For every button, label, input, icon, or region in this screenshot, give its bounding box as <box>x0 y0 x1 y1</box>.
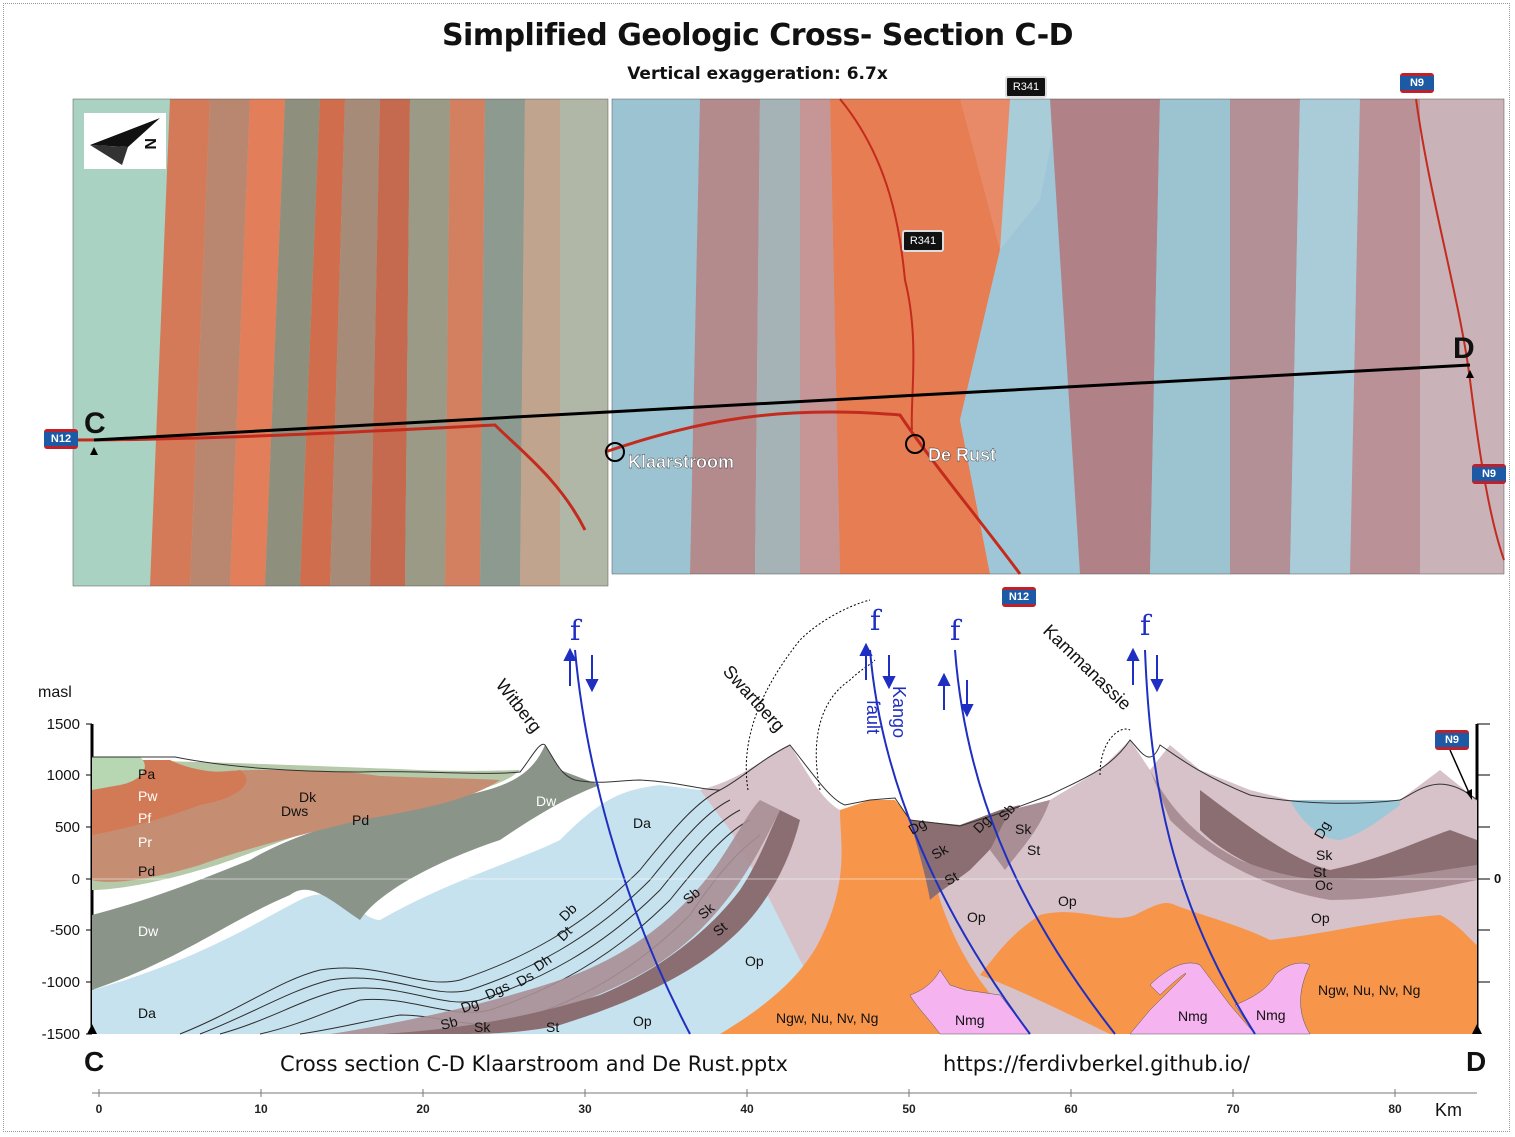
road-shield-n9-section: N9 <box>1435 730 1469 750</box>
y-tick-1500: 1500 <box>47 716 80 733</box>
unit-label: Pd <box>138 863 155 879</box>
figure-frame <box>3 3 1510 1132</box>
unit-label: Dws <box>281 803 308 819</box>
road-shield-n12-bottom: N12 <box>1002 587 1036 607</box>
scale-tick-0: 0 <box>96 1102 103 1116</box>
town-label-de-rust: De Rust <box>928 445 996 465</box>
geologic-map: C D Klaarstroom De Rust <box>72 98 1505 587</box>
unit-label: Da <box>633 815 651 831</box>
footer-filename: Cross section C-D Klaarstroom and De Rus… <box>280 1052 788 1076</box>
unit-label: Da <box>138 1005 156 1021</box>
unit-label: Op <box>745 953 764 969</box>
unit-label: Ngw, Nu, Nv, Ng <box>1318 982 1420 998</box>
section-end-c: C <box>84 1046 105 1077</box>
y-tick-minus-1000: -1000 <box>42 974 80 991</box>
unit-label: Nmg <box>955 1012 985 1028</box>
unit-label: St <box>1313 864 1326 880</box>
road-tag-r341-mid: R341 <box>902 230 944 252</box>
compass-n: N <box>141 138 158 150</box>
scale-tick-20: 20 <box>416 1102 430 1116</box>
unit-label: Pd <box>352 812 369 828</box>
figure-subtitle: Vertical exaggeration: 6.7x <box>627 64 888 84</box>
unit-label: Sk <box>1316 847 1333 863</box>
scale-tick-30: 30 <box>578 1102 592 1116</box>
road-tag-r341-top: R341 <box>1005 76 1047 98</box>
figure-title: Simplified Geologic Cross- Section C-D <box>441 18 1074 53</box>
scale-tick-40: 40 <box>740 1102 754 1116</box>
fault-label-4: f <box>1140 609 1153 642</box>
y-tick-1000: 1000 <box>47 767 80 784</box>
scale-tick-80: 80 <box>1388 1102 1402 1116</box>
mountain-swartberg: Swartberg <box>719 661 789 735</box>
unit-label: St <box>1027 842 1040 858</box>
scale-tick-50: 50 <box>902 1102 916 1116</box>
unit-label: Pw <box>138 788 158 804</box>
mountain-kammanassie: Kammanassie <box>1039 620 1135 714</box>
y-axis-label: masl <box>38 684 72 701</box>
fault-label-3: f <box>950 614 963 647</box>
unit-label: Sk <box>1015 821 1032 837</box>
unit-label: Dw <box>536 793 557 809</box>
scale-tick-60: 60 <box>1064 1102 1078 1116</box>
unit-label: Dw <box>138 923 159 939</box>
unit-label: Op <box>633 1013 652 1029</box>
fault-label-2: f <box>870 604 883 637</box>
unit-label: Sb <box>439 1013 460 1033</box>
unit-label: Op <box>1311 910 1330 926</box>
fault-label-1: f <box>570 614 583 647</box>
section-end-d: D <box>1466 1046 1487 1077</box>
unit-label: Op <box>1058 893 1077 909</box>
mountain-witberg: Witberg <box>492 675 546 736</box>
road-shield-n9-right: N9 <box>1472 464 1506 484</box>
unit-label: Dg <box>459 995 481 1016</box>
unit-label: Sk <box>474 1019 491 1035</box>
unit-label: Pa <box>138 766 155 782</box>
y-tick-0: 0 <box>72 871 80 888</box>
unit-label: Dk <box>299 789 317 805</box>
scale-tick-10: 10 <box>254 1102 268 1116</box>
y-tick-minus-500: -500 <box>50 922 80 939</box>
unit-label: Nmg <box>1178 1008 1208 1024</box>
unit-label: Nmg <box>1256 1007 1286 1023</box>
unit-label: Ngw, Nu, Nv, Ng <box>776 1010 878 1026</box>
unit-label: Op <box>967 909 986 925</box>
fault-word-label: fault <box>863 700 883 734</box>
unit-label: Oc <box>1315 877 1333 893</box>
scale-unit: Km <box>1435 1100 1462 1120</box>
road-shield-n12-west: N12 <box>44 429 78 449</box>
right-zero-tick: 0 <box>1494 871 1501 886</box>
unit-label: Pr <box>138 834 152 850</box>
scale-tick-70: 70 <box>1226 1102 1240 1116</box>
kango-label: Kango <box>889 686 909 738</box>
town-label-klaarstroom: Klaarstroom <box>628 452 734 472</box>
y-tick-minus-1500: -1500 <box>42 1026 80 1043</box>
road-shield-n9-top: N9 <box>1400 73 1434 93</box>
map-label-d: D <box>1453 332 1475 365</box>
unit-label: Ds <box>514 967 537 989</box>
footer-url[interactable]: https://ferdivberkel.github.io/ <box>943 1052 1250 1076</box>
unit-label: St <box>546 1019 559 1035</box>
unit-label: Pf <box>138 810 151 826</box>
unit-label: Dg <box>1311 818 1334 842</box>
unit-label: Dg <box>906 815 930 838</box>
cross-section <box>86 599 1490 1035</box>
y-tick-500: 500 <box>55 819 80 836</box>
map-label-c: C <box>84 407 106 440</box>
